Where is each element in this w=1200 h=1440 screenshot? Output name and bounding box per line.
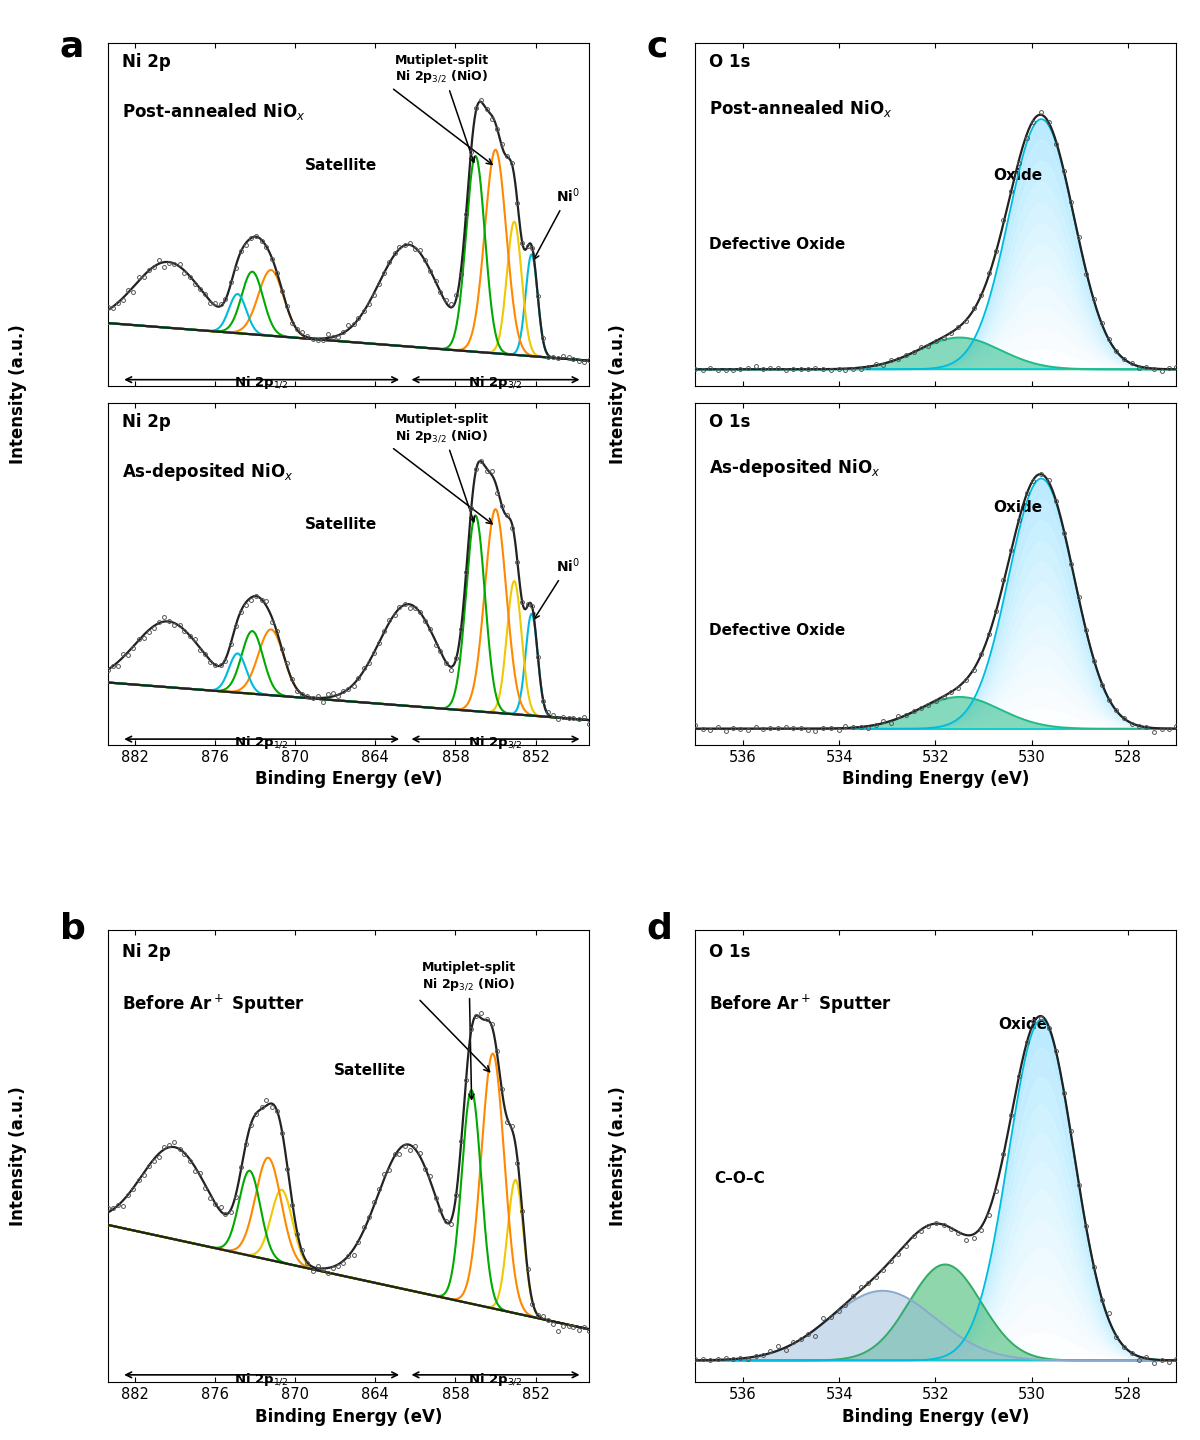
Text: Oxide: Oxide — [998, 1017, 1048, 1032]
Text: Satellite: Satellite — [334, 1063, 407, 1077]
Text: Post-annealed NiO$_x$: Post-annealed NiO$_x$ — [122, 101, 306, 122]
Text: c: c — [647, 29, 668, 63]
Text: Mutiplet-split
Ni 2p$_{3/2}$ (NiO): Mutiplet-split Ni 2p$_{3/2}$ (NiO) — [395, 53, 490, 163]
Text: O 1s: O 1s — [709, 413, 751, 431]
X-axis label: Binding Energy (eV): Binding Energy (eV) — [254, 770, 443, 788]
Text: Ni 2p$_{3/2}$: Ni 2p$_{3/2}$ — [468, 734, 523, 750]
Text: Ni 2p$_{3/2}$: Ni 2p$_{3/2}$ — [468, 1372, 523, 1388]
Text: b: b — [60, 912, 85, 946]
Text: Ni 2p: Ni 2p — [122, 53, 172, 72]
Text: Satellite: Satellite — [305, 158, 378, 173]
Text: Post-annealed NiO$_x$: Post-annealed NiO$_x$ — [709, 98, 893, 120]
Text: Intensity (a.u.): Intensity (a.u.) — [8, 324, 28, 464]
Text: O 1s: O 1s — [709, 53, 751, 72]
Text: Oxide: Oxide — [994, 500, 1043, 516]
Text: Mutiplet-split
Ni 2p$_{3/2}$ (NiO): Mutiplet-split Ni 2p$_{3/2}$ (NiO) — [395, 413, 490, 521]
Text: Ni$^0$: Ni$^0$ — [534, 557, 580, 619]
Text: Ni 2p: Ni 2p — [122, 943, 172, 962]
Text: Before Ar$^+$ Sputter: Before Ar$^+$ Sputter — [122, 994, 305, 1017]
X-axis label: Binding Energy (eV): Binding Energy (eV) — [254, 1408, 443, 1426]
Text: Intensity (a.u.): Intensity (a.u.) — [8, 1086, 28, 1225]
Text: Intensity (a.u.): Intensity (a.u.) — [610, 1086, 628, 1225]
Text: Before Ar$^+$ Sputter: Before Ar$^+$ Sputter — [709, 994, 892, 1017]
X-axis label: Binding Energy (eV): Binding Energy (eV) — [841, 770, 1030, 788]
Text: Satellite: Satellite — [305, 517, 378, 533]
Text: Ni 2p$_{1/2}$: Ni 2p$_{1/2}$ — [234, 1372, 289, 1388]
Text: Defective Oxide: Defective Oxide — [709, 236, 846, 252]
Text: Ni 2p$_{1/2}$: Ni 2p$_{1/2}$ — [234, 374, 289, 392]
Text: Oxide: Oxide — [994, 168, 1043, 183]
Text: Ni 2p$_{3/2}$: Ni 2p$_{3/2}$ — [468, 374, 523, 392]
Text: O 1s: O 1s — [709, 943, 751, 962]
Text: As-deposited NiO$_x$: As-deposited NiO$_x$ — [709, 458, 881, 480]
Text: C–O–C: C–O–C — [714, 1171, 764, 1187]
Text: d: d — [647, 912, 673, 946]
Text: Defective Oxide: Defective Oxide — [709, 624, 846, 638]
Text: Ni$^0$: Ni$^0$ — [534, 187, 580, 259]
X-axis label: Binding Energy (eV): Binding Energy (eV) — [841, 1408, 1030, 1426]
Text: As-deposited NiO$_x$: As-deposited NiO$_x$ — [122, 461, 294, 482]
Text: Ni 2p: Ni 2p — [122, 413, 172, 431]
Text: Mutiplet-split
Ni 2p$_{3/2}$ (NiO): Mutiplet-split Ni 2p$_{3/2}$ (NiO) — [422, 960, 516, 1099]
Text: Ni 2p$_{1/2}$: Ni 2p$_{1/2}$ — [234, 734, 289, 750]
Text: Intensity (a.u.): Intensity (a.u.) — [610, 324, 628, 464]
Text: a: a — [60, 29, 84, 63]
